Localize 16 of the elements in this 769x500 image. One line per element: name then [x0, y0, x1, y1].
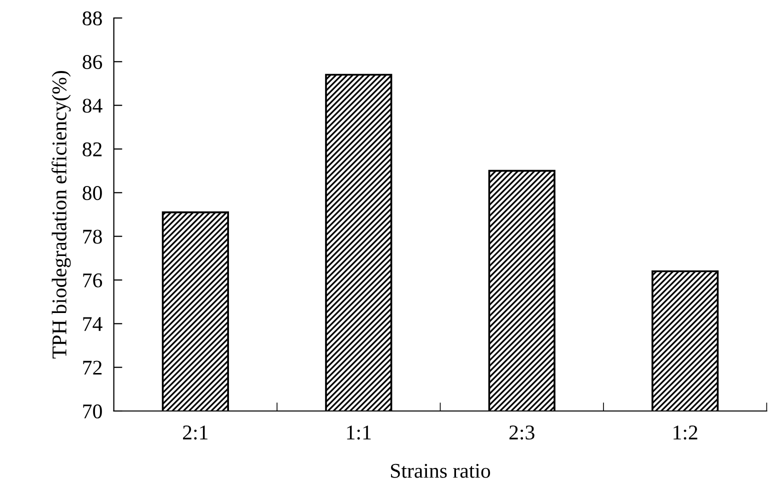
y-tick-label: 76	[83, 273, 102, 288]
x-tick-label: 2:1	[183, 426, 208, 440]
x-tick-label: 1:2	[674, 426, 698, 440]
y-tick-label: 74	[83, 317, 102, 331]
y-tick-label: 82	[82, 142, 102, 156]
y-tick-label: 86	[82, 55, 102, 70]
x-tick-label: 2:3	[509, 426, 534, 440]
y-tick-label: 84	[82, 98, 102, 113]
y-tick-label: 70	[83, 404, 102, 418]
x-tick-label: 1:1	[347, 426, 371, 440]
y-axis-title: TPH biodegradation efficiency(%)	[52, 70, 71, 359]
y-tick-label: 72	[83, 360, 102, 375]
x-axis-title: Strains ratio	[391, 464, 490, 478]
y-tick-label: 88	[82, 11, 102, 26]
y-tick-label: 78	[83, 230, 102, 244]
y-tick-label: 80	[82, 186, 102, 200]
